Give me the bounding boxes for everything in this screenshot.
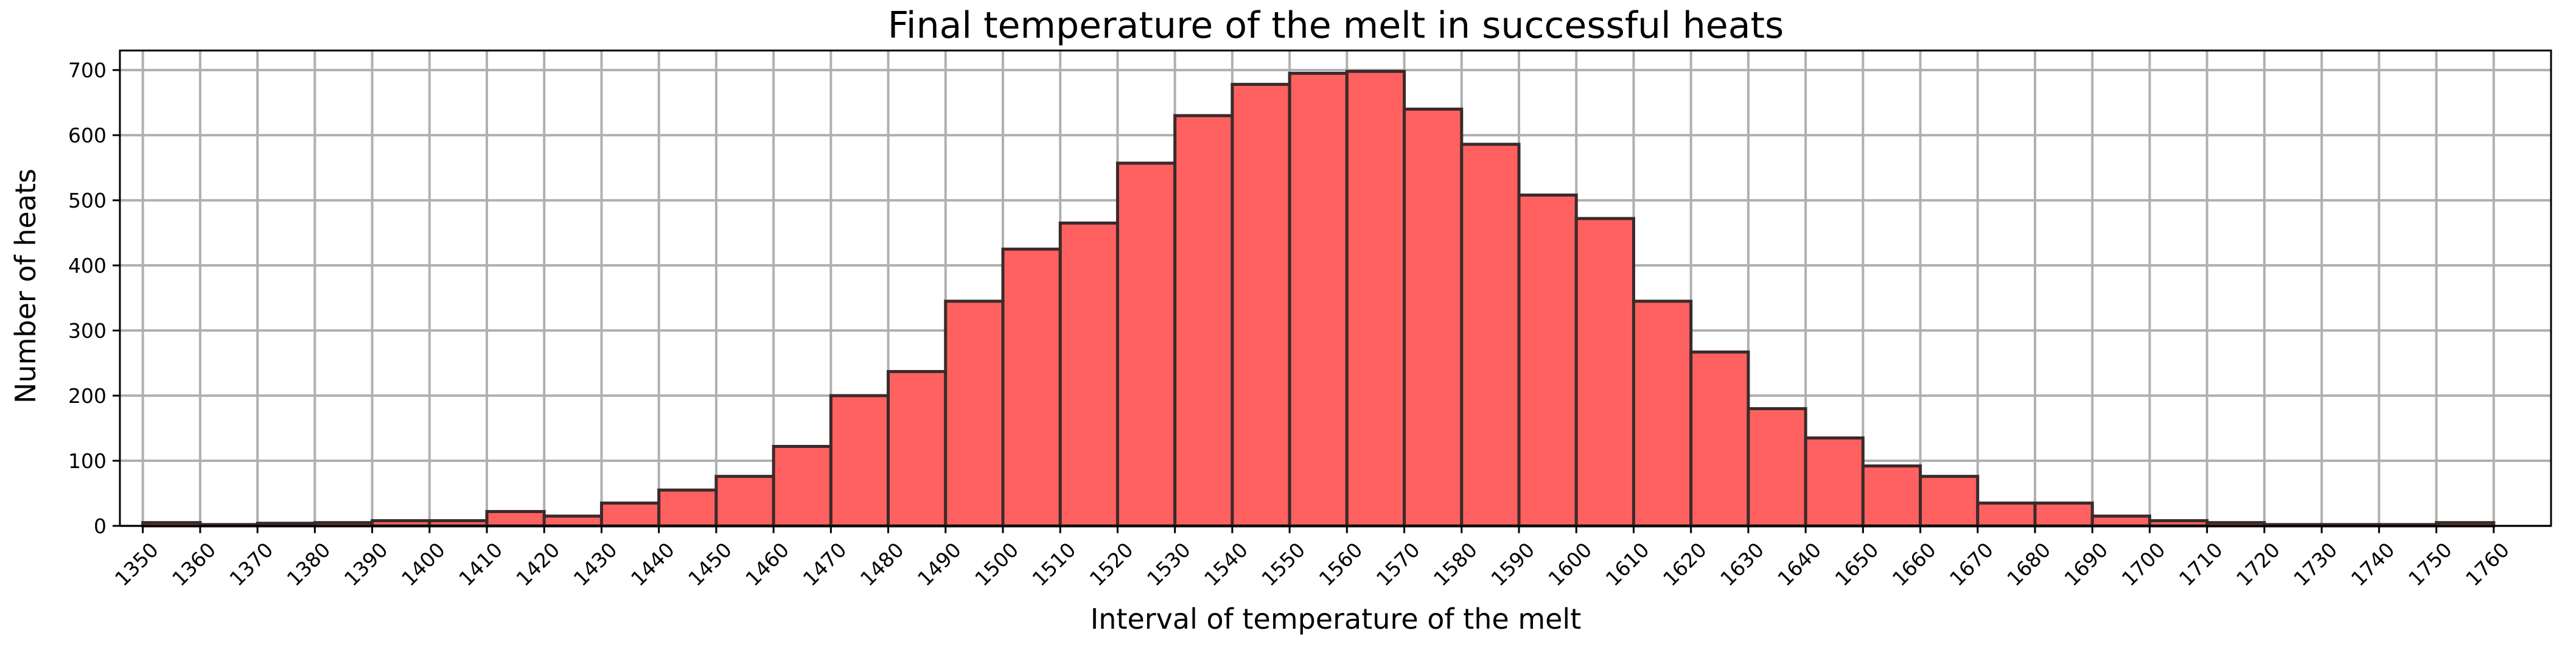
- x-tick-label: 1560: [1314, 538, 1367, 591]
- histogram-bar: [714, 475, 775, 528]
- plot-area-frame: [119, 49, 2552, 527]
- x-tick-label: 1730: [2289, 538, 2342, 591]
- x-tick-label: 1530: [1142, 538, 1195, 591]
- histogram-bar: [2033, 502, 2094, 528]
- x-tick-label: 1420: [511, 538, 564, 591]
- x-tick-label: 1680: [2002, 538, 2055, 591]
- histogram-bar: [1574, 217, 1635, 528]
- histogram-bar: [485, 509, 546, 528]
- x-axis-ticks: 1350 1360 1370 1380 1390 1400 1410 1420 1430 1440…: [110, 526, 2514, 591]
- x-tick-label: 1540: [1199, 538, 1252, 591]
- x-tick-label: 1520: [1085, 538, 1138, 591]
- histogram-bar: [829, 394, 890, 528]
- x-tick-label: 1450: [683, 538, 736, 591]
- histogram-bar: [599, 502, 661, 528]
- histogram-bar: [1632, 299, 1693, 528]
- histogram-bar: [542, 514, 603, 528]
- x-tick-label: 1490: [913, 538, 966, 591]
- x-tick-label: 1370: [225, 538, 277, 591]
- histogram-bar: [1747, 407, 1807, 528]
- histogram-bar: [1804, 436, 1865, 528]
- histogram-bar: [887, 369, 948, 528]
- histogram-bar: [1115, 161, 1177, 528]
- y-tick-label: 100: [68, 449, 106, 473]
- histogram-bar: [1403, 107, 1464, 528]
- x-tick-label: 1510: [1027, 538, 1080, 591]
- histogram-bar: [1976, 502, 2037, 528]
- x-tick-label: 1390: [340, 538, 393, 591]
- x-tick-label: 1690: [2059, 538, 2112, 591]
- x-tick-label: 1750: [2404, 538, 2457, 591]
- histogram-bar: [772, 444, 832, 528]
- y-tick-label: 0: [94, 514, 106, 538]
- y-axis-ticks: 0 100 200 300 400 500 600 700: [68, 58, 120, 538]
- histogram-bar: [1517, 194, 1578, 528]
- x-tick-label: 1700: [2117, 538, 2170, 591]
- histogram-bar: [1861, 464, 1922, 528]
- x-tick-label: 1630: [1716, 538, 1768, 591]
- x-tick-label: 1600: [1543, 538, 1596, 591]
- x-tick-label: 1480: [856, 538, 909, 591]
- y-tick-label: 300: [68, 319, 106, 343]
- chart-title: Final temperature of the melt in success…: [888, 4, 1784, 47]
- x-tick-label: 1760: [2461, 538, 2514, 591]
- histogram-bar: [657, 488, 718, 528]
- x-tick-label: 1650: [1831, 538, 1883, 591]
- x-tick-label: 1570: [1372, 538, 1425, 591]
- histogram-bar: [1058, 222, 1119, 528]
- y-tick-label: 500: [68, 189, 106, 212]
- histogram-bar: [2090, 514, 2151, 528]
- x-tick-label: 1500: [970, 538, 1023, 591]
- x-tick-label: 1430: [569, 538, 622, 591]
- histogram-bar: [1001, 247, 1062, 528]
- x-tick-label: 1720: [2232, 538, 2285, 591]
- histogram-bar: [944, 299, 1005, 528]
- x-tick-label: 1670: [1945, 538, 1998, 591]
- x-tick-label: 1410: [454, 538, 507, 591]
- x-tick-label: 1640: [1773, 538, 1826, 591]
- x-tick-label: 1440: [626, 538, 679, 591]
- x-tick-label: 1360: [167, 538, 220, 591]
- y-tick-label: 200: [68, 384, 106, 408]
- x-tick-label: 1610: [1601, 538, 1654, 591]
- y-tick-label: 700: [68, 58, 106, 82]
- x-tick-label: 1660: [1888, 538, 1941, 591]
- histogram-bar: [1288, 71, 1349, 528]
- histogram-bar: [1919, 475, 1980, 528]
- histogram-bar: [1689, 350, 1750, 528]
- x-axis-label: Interval of temperature of the melt: [1091, 603, 1582, 635]
- x-tick-label: 1460: [741, 538, 794, 591]
- histogram-bar: [1173, 114, 1234, 528]
- y-axis-label: Number of heats: [9, 169, 42, 404]
- x-tick-label: 1350: [110, 538, 163, 591]
- histogram-bar: [1230, 83, 1291, 528]
- x-tick-label: 1740: [2347, 538, 2400, 591]
- x-tick-label: 1590: [1486, 538, 1539, 591]
- x-tick-label: 1550: [1257, 538, 1310, 591]
- y-tick-label: 600: [68, 124, 106, 147]
- histogram-bar: [1460, 142, 1521, 528]
- x-tick-label: 1620: [1658, 538, 1711, 591]
- x-tick-label: 1380: [282, 538, 335, 591]
- histogram-bar: [1345, 69, 1406, 528]
- histogram-bars: [141, 69, 2496, 528]
- x-tick-label: 1710: [2174, 538, 2227, 591]
- y-tick-label: 400: [68, 254, 106, 278]
- x-tick-label: 1580: [1429, 538, 1482, 591]
- x-tick-label: 1400: [397, 538, 450, 591]
- x-tick-label: 1470: [798, 538, 851, 591]
